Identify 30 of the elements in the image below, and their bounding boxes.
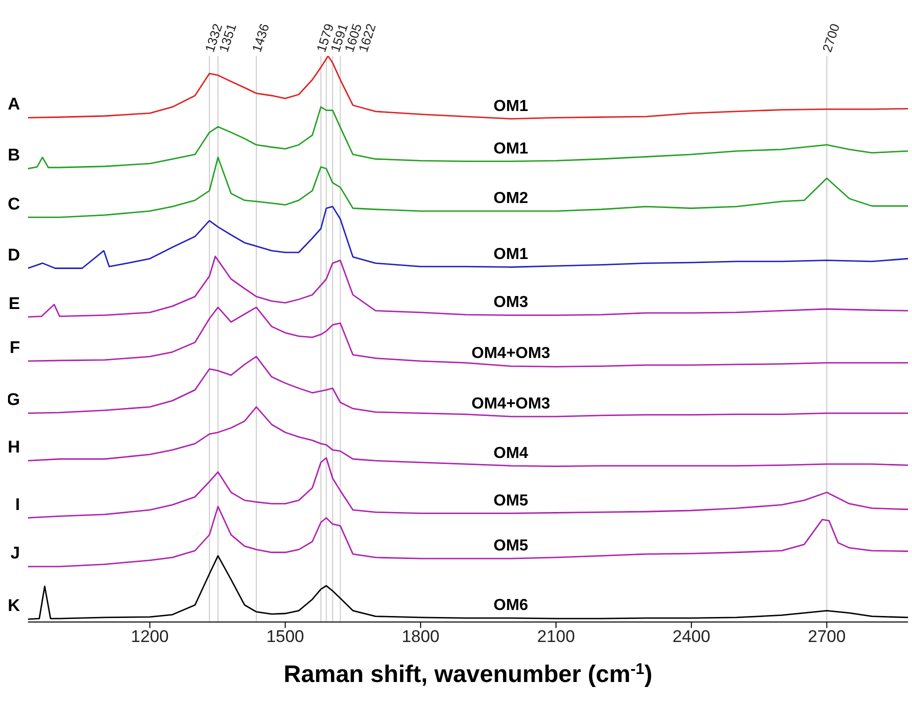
series-label: D (8, 245, 20, 264)
annotation: OM6 (494, 597, 528, 614)
x-tick-label: 2700 (808, 627, 846, 646)
series-label: J (10, 544, 20, 563)
series-label: F (10, 338, 20, 358)
x-axis-title: Raman shift, wavenumber (cm$^{-1}$) (284, 660, 652, 688)
ref-line-label: 1436 (248, 22, 272, 54)
x-tick-label: 2400 (672, 627, 710, 646)
series-label: E (8, 294, 20, 313)
x-tick-label: 1200 (130, 627, 169, 646)
annotation: OM3 (494, 294, 528, 312)
x-tick-label: 2100 (537, 627, 575, 646)
series-label: A (8, 94, 20, 114)
annotation: OM5 (494, 492, 528, 510)
series-label: I (15, 494, 20, 514)
annotation: OM1 (494, 140, 528, 158)
series-label: C (8, 194, 20, 214)
annotation: OM2 (494, 190, 528, 208)
series-label: H (8, 438, 20, 457)
annotation: OM4 (494, 444, 528, 462)
series-label: K (8, 596, 21, 616)
ref-line-label: 2700 (819, 22, 843, 54)
annotation: OM1 (494, 246, 528, 264)
annotation: OM4+OM3 (472, 345, 550, 362)
annotation: OM4+OM3 (472, 396, 550, 413)
series-label: B (8, 146, 20, 165)
annotation: OM1 (494, 98, 528, 115)
annotation: OM5 (494, 538, 528, 555)
x-tick-label: 1500 (266, 627, 304, 646)
x-tick-label: 1800 (402, 627, 440, 646)
